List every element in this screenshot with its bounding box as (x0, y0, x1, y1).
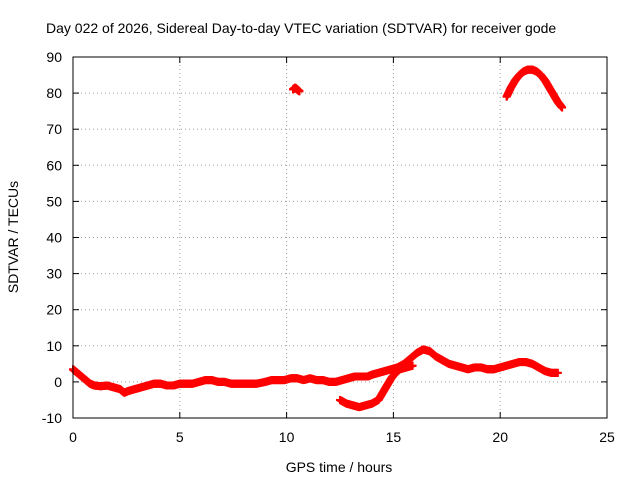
axis-ticks: 0 5 10 15 20 25 -10 0 10 20 30 40 50 60 70 80 90 (42, 49, 615, 445)
y-tick-label: 30 (46, 266, 62, 282)
y-tick-label: 40 (46, 230, 62, 246)
data-point (558, 103, 567, 112)
y-tick-label: 60 (46, 157, 62, 173)
data-point (408, 361, 417, 370)
data-point (553, 368, 562, 377)
x-tick-label: 20 (492, 429, 508, 445)
data-point (295, 87, 304, 96)
x-tick-label: 10 (279, 429, 295, 445)
y-tick-label: -10 (42, 410, 62, 426)
y-axis-label: SDTVAR / TECUs (5, 181, 21, 293)
y-tick-label: 20 (46, 302, 62, 318)
x-tick-label: 15 (386, 429, 402, 445)
y-tick-label: 80 (46, 85, 62, 101)
x-tick-label: 25 (599, 429, 615, 445)
y-tick-label: 90 (46, 49, 62, 65)
y-tick-label: 0 (54, 374, 62, 390)
x-axis-label: GPS time / hours (286, 459, 393, 475)
x-tick-label: 0 (69, 429, 77, 445)
y-tick-label: 10 (46, 338, 62, 354)
data-points (69, 65, 567, 412)
y-tick-label: 50 (46, 193, 62, 209)
x-tick-label: 5 (176, 429, 184, 445)
y-tick-label: 70 (46, 121, 62, 137)
chart-title: Day 022 of 2026, Sidereal Day-to-day VTE… (46, 20, 556, 36)
